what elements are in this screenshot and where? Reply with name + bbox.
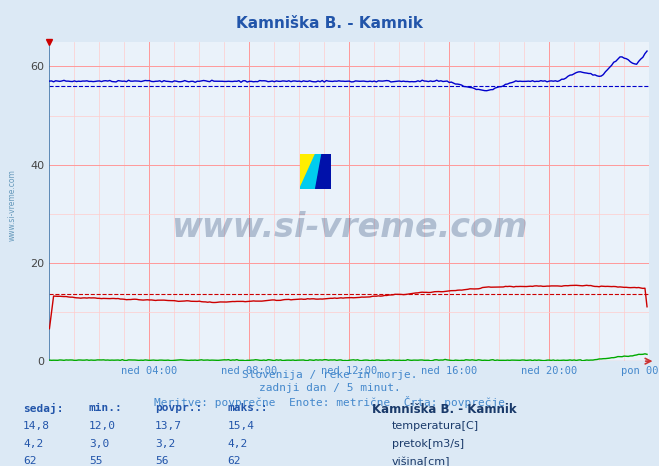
Text: 4,2: 4,2 <box>227 439 248 448</box>
Text: 4,2: 4,2 <box>23 439 43 448</box>
Polygon shape <box>300 154 331 189</box>
Text: 62: 62 <box>227 456 241 466</box>
Text: 12,0: 12,0 <box>89 421 116 431</box>
Text: Kamniška B. - Kamnik: Kamniška B. - Kamnik <box>236 16 423 31</box>
Text: 15,4: 15,4 <box>227 421 254 431</box>
Text: zadnji dan / 5 minut.: zadnji dan / 5 minut. <box>258 383 401 393</box>
Text: www.si-vreme.com: www.si-vreme.com <box>171 211 528 244</box>
Text: www.si-vreme.com: www.si-vreme.com <box>8 169 17 241</box>
Text: 62: 62 <box>23 456 36 466</box>
Text: 14,8: 14,8 <box>23 421 50 431</box>
Text: 56: 56 <box>155 456 168 466</box>
Text: 55: 55 <box>89 456 102 466</box>
Text: pretok[m3/s]: pretok[m3/s] <box>392 439 464 448</box>
Text: 3,0: 3,0 <box>89 439 109 448</box>
Text: višina[cm]: višina[cm] <box>392 456 451 466</box>
Text: 3,2: 3,2 <box>155 439 175 448</box>
Text: sedaj:: sedaj: <box>23 403 63 414</box>
Polygon shape <box>300 154 331 189</box>
Text: povpr.:: povpr.: <box>155 403 202 413</box>
Text: maks.:: maks.: <box>227 403 268 413</box>
Polygon shape <box>316 154 331 189</box>
Text: Meritve: povprečne  Enote: metrične  Črta: povprečje: Meritve: povprečne Enote: metrične Črta:… <box>154 396 505 408</box>
Text: Slovenija / reke in morje.: Slovenija / reke in morje. <box>242 370 417 380</box>
Text: temperatura[C]: temperatura[C] <box>392 421 479 431</box>
Text: 13,7: 13,7 <box>155 421 182 431</box>
Text: Kamniška B. - Kamnik: Kamniška B. - Kamnik <box>372 403 517 416</box>
Text: min.:: min.: <box>89 403 123 413</box>
